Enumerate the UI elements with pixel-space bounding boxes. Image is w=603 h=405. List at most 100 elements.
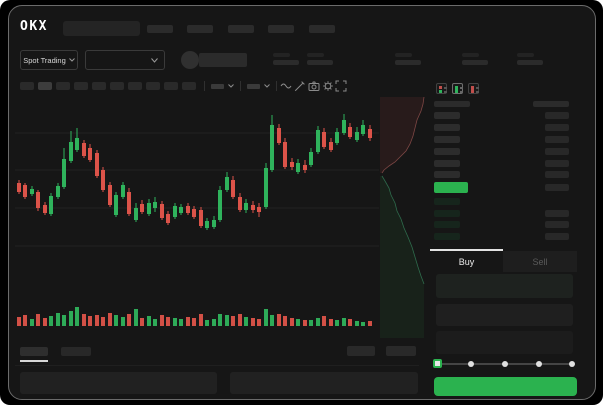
nav-item[interactable] xyxy=(228,25,254,33)
timeframe-button[interactable] xyxy=(110,82,124,90)
candle-body xyxy=(218,190,222,220)
ask-price-bar[interactable] xyxy=(434,160,460,167)
okx-logo: OKX xyxy=(20,19,48,34)
volume-bar xyxy=(251,318,255,326)
ask-amount-bar[interactable] xyxy=(545,171,569,178)
last-price-amount-bar[interactable] xyxy=(545,184,569,191)
slider-stop[interactable] xyxy=(502,361,508,367)
chevron-down-icon xyxy=(151,57,158,63)
price-field[interactable] xyxy=(436,274,573,298)
timeframe-button[interactable] xyxy=(128,82,142,90)
bid-amount-bar[interactable] xyxy=(545,221,569,228)
ask-price-bar[interactable] xyxy=(434,136,460,143)
volume-bar xyxy=(69,311,73,326)
bid-amount-bar[interactable] xyxy=(545,210,569,217)
camera-icon[interactable] xyxy=(308,80,320,92)
candle-body xyxy=(186,206,190,213)
candle-body xyxy=(147,203,151,214)
slider-handle[interactable] xyxy=(433,359,442,368)
candle-body xyxy=(322,132,326,147)
book-asks-view-icon[interactable] xyxy=(468,83,479,94)
indicator-wave-icon[interactable] xyxy=(280,80,292,92)
tab-buy[interactable]: Buy xyxy=(458,256,475,267)
bid-price-bar[interactable] xyxy=(434,221,460,228)
timeframe-button[interactable] xyxy=(164,82,178,90)
slider-stop[interactable] xyxy=(536,361,542,367)
bottom-action-button[interactable] xyxy=(347,346,375,356)
bid-price-bar[interactable] xyxy=(434,210,460,217)
ask-price-bar[interactable] xyxy=(434,112,460,119)
nav-item[interactable] xyxy=(147,25,173,33)
volume-bar xyxy=(231,316,235,326)
line-strip xyxy=(443,87,447,89)
ask-price-bar[interactable] xyxy=(434,171,460,178)
interval-dropdown[interactable] xyxy=(211,80,241,92)
candle-body xyxy=(244,203,248,210)
search-input[interactable] xyxy=(63,21,140,36)
timeframe-button[interactable] xyxy=(20,82,34,90)
volume-bar xyxy=(361,322,365,326)
fullscreen-icon[interactable] xyxy=(335,80,347,92)
stat-value-bar xyxy=(517,60,543,65)
draw-pencil-icon[interactable] xyxy=(294,80,306,92)
nav-item[interactable] xyxy=(187,25,213,33)
bid-price-bar[interactable] xyxy=(434,233,460,240)
volume-bar xyxy=(166,317,170,326)
ask-amount-bar[interactable] xyxy=(545,136,569,143)
timeframe-button[interactable] xyxy=(182,82,196,90)
line-strip xyxy=(475,91,479,93)
bottom-tab-orders[interactable] xyxy=(20,347,48,356)
ask-price-bar[interactable] xyxy=(434,124,460,131)
ask-price-bar[interactable] xyxy=(434,148,460,155)
slider-stop[interactable] xyxy=(468,361,474,367)
book-bids-view-icon[interactable] xyxy=(452,83,463,94)
orderbook-amount-header-bar xyxy=(533,101,569,107)
timeframe-button[interactable] xyxy=(74,82,88,90)
timeframe-button[interactable] xyxy=(146,82,160,90)
bid-price-bar[interactable] xyxy=(434,198,460,205)
pair-selector-dropdown[interactable] xyxy=(85,50,165,70)
volume-bar xyxy=(56,313,60,326)
timeframe-button[interactable] xyxy=(92,82,106,90)
line-strip xyxy=(459,87,463,89)
nav-item[interactable] xyxy=(309,25,335,33)
candlestick-chart[interactable] xyxy=(15,96,379,340)
bottom-panel-left[interactable] xyxy=(20,372,217,394)
book-split-view-icon[interactable] xyxy=(436,83,447,94)
tab-sell[interactable]: Sell xyxy=(503,251,577,272)
volume-bar xyxy=(368,321,372,326)
volume-bar xyxy=(322,316,326,326)
volume-bar xyxy=(153,319,157,326)
candle-body xyxy=(238,197,242,210)
ask-amount-bar[interactable] xyxy=(545,112,569,119)
timeframe-button[interactable] xyxy=(38,82,52,90)
volume-bar xyxy=(264,309,268,326)
volume-bar xyxy=(108,313,112,326)
amount-field[interactable] xyxy=(436,304,573,326)
total-field[interactable] xyxy=(436,331,573,354)
chart-style-dropdown[interactable] xyxy=(247,80,277,92)
bottom-panel-right[interactable] xyxy=(230,372,418,394)
settings-gear-icon[interactable] xyxy=(322,80,334,92)
bid-amount-bar[interactable] xyxy=(545,233,569,240)
last-price-bar[interactable] xyxy=(434,182,468,193)
nav-item[interactable] xyxy=(268,25,294,33)
bottom-tab-history[interactable] xyxy=(61,347,91,356)
candle-body xyxy=(108,185,112,205)
ask-amount-bar[interactable] xyxy=(545,148,569,155)
timeframe-button[interactable] xyxy=(56,82,70,90)
ask-amount-bar[interactable] xyxy=(545,124,569,131)
volume-bar xyxy=(212,319,216,326)
slider-stop[interactable] xyxy=(569,361,575,367)
market-selector-button[interactable]: Spot Trading xyxy=(20,50,78,70)
candle-body xyxy=(62,159,66,187)
ask-amount-bar[interactable] xyxy=(545,160,569,167)
candle-body xyxy=(95,153,99,176)
bottom-action-button[interactable] xyxy=(386,346,416,356)
line-strip xyxy=(459,91,463,93)
volume-bar xyxy=(82,314,86,326)
buy-submit-button[interactable] xyxy=(434,377,577,396)
candle-body xyxy=(166,214,170,223)
volume-bar xyxy=(257,319,261,326)
candle-body xyxy=(199,210,203,226)
